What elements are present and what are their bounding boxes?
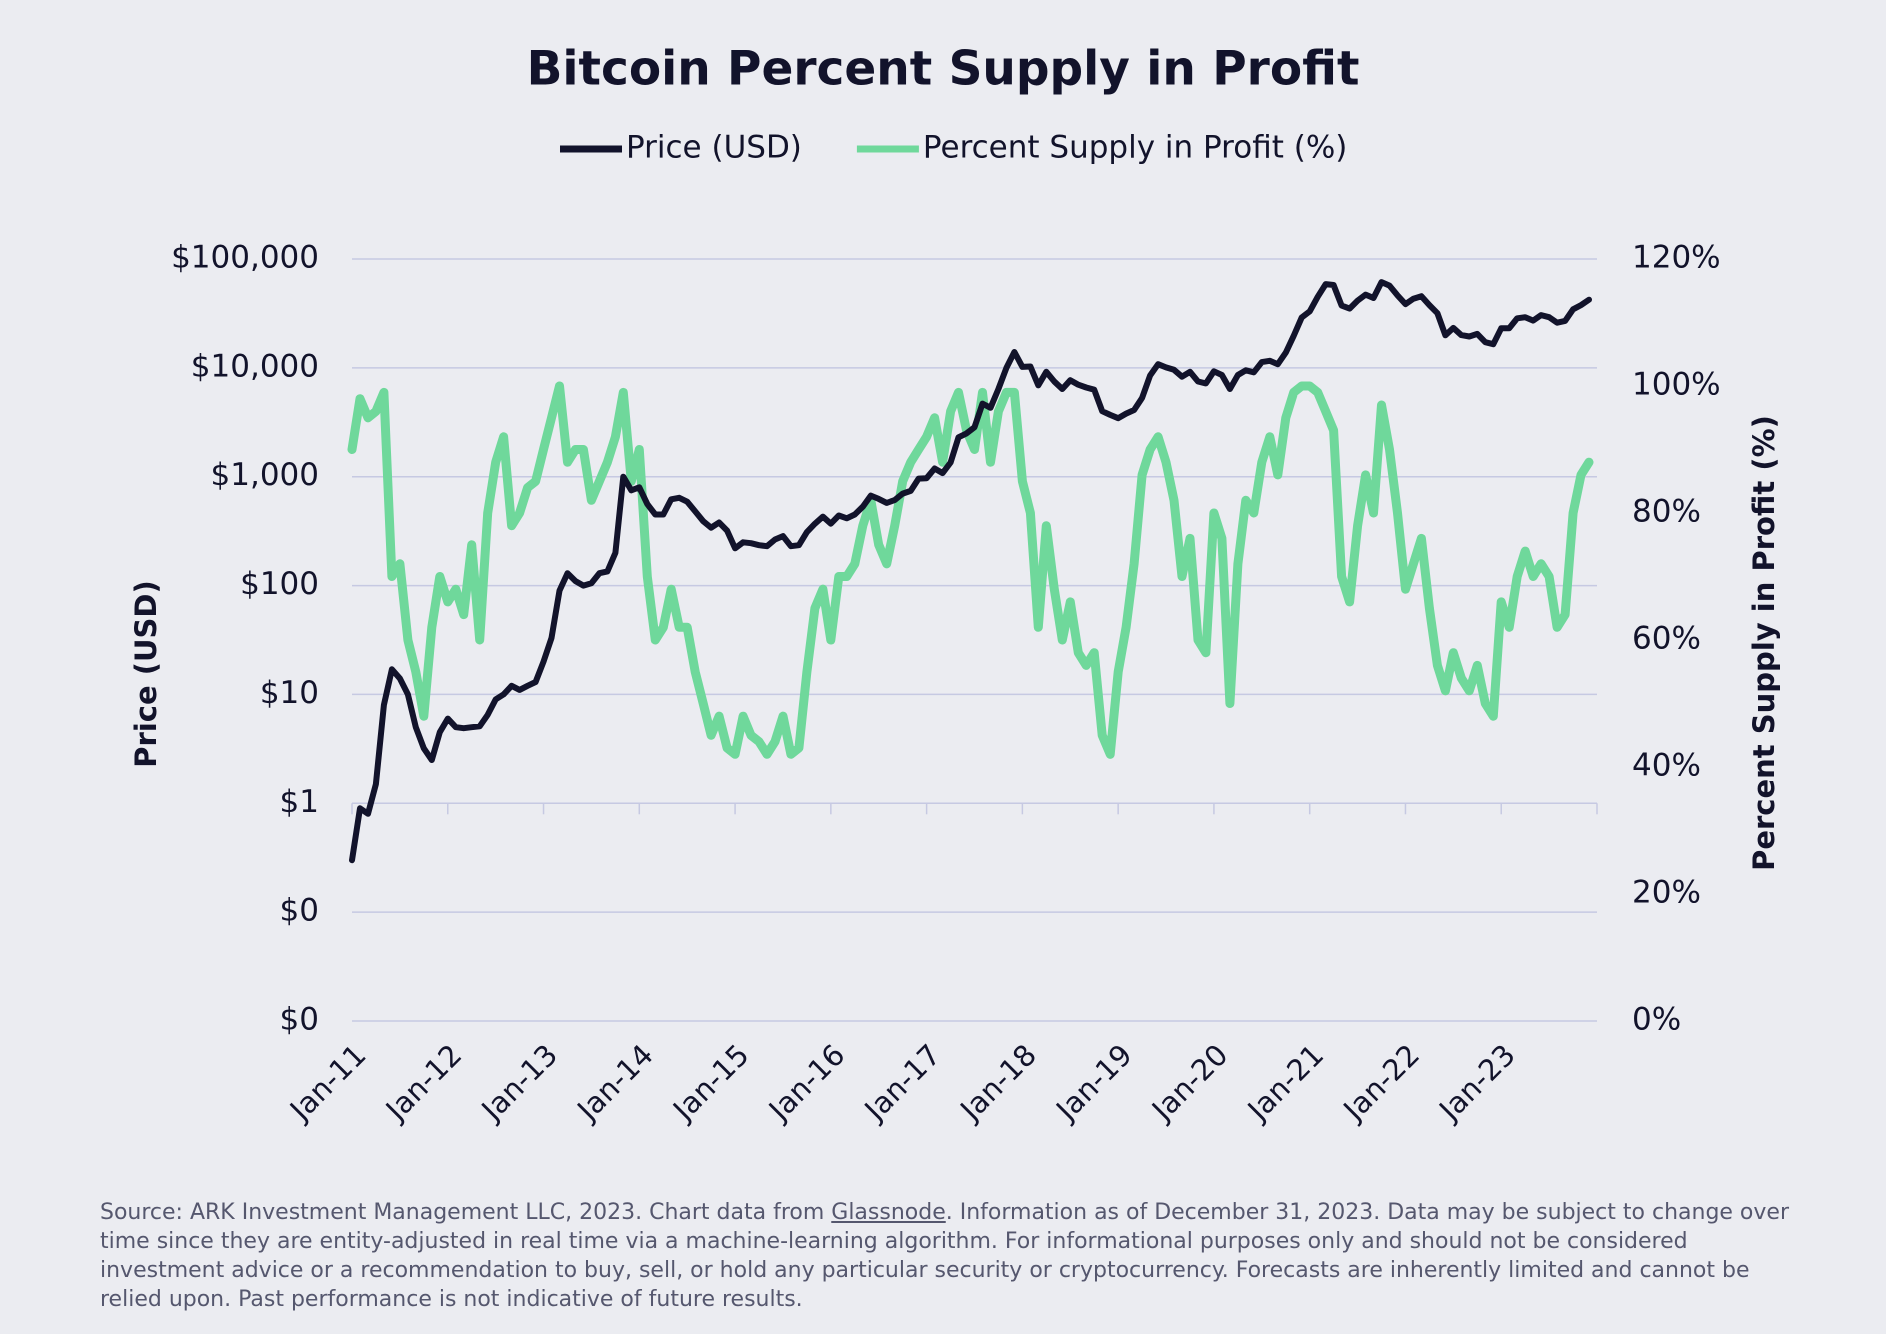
x-tick-label: Jan-19 xyxy=(1048,1038,1139,1129)
x-tick-label: Jan-23 xyxy=(1431,1038,1522,1129)
y2-axis-title: Percent Supply in Profit (%) xyxy=(1747,415,1781,871)
x-tick-label: Jan-11 xyxy=(282,1038,373,1129)
y-tick-label: $1,000 xyxy=(211,457,319,493)
x-tick-label: Jan-15 xyxy=(665,1038,756,1129)
series-line xyxy=(347,381,1594,759)
x-tick-label: Jan-16 xyxy=(761,1038,852,1129)
x-tick-label: Jan-12 xyxy=(378,1038,469,1129)
x-tick-label: Jan-22 xyxy=(1336,1038,1427,1129)
y2-tick-label: 60% xyxy=(1632,621,1701,657)
y-tick-label: $1 xyxy=(280,784,319,820)
y-tick-label: $100,000 xyxy=(171,240,319,276)
source-note: Source: ARK Investment Management LLC, 2… xyxy=(100,1198,1790,1314)
series-line xyxy=(349,279,1592,864)
chart-title: Bitcoin Percent Supply in Profit xyxy=(527,42,1360,97)
x-tick-label: Jan-18 xyxy=(952,1038,1043,1129)
x-tick-label: Jan-21 xyxy=(1240,1038,1331,1129)
source-text: . Information as of December 31, 2023. D… xyxy=(100,1200,1789,1312)
y2-tick-label: 40% xyxy=(1632,748,1701,784)
y-axis-title: Price (USD) xyxy=(129,580,163,767)
y2-tick-label: 100% xyxy=(1632,367,1721,403)
y-tick-label: $10,000 xyxy=(191,348,319,384)
y2-tick-label: 120% xyxy=(1632,240,1721,276)
source-link[interactable]: Glassnode xyxy=(831,1200,946,1225)
y-tick-label: $0 xyxy=(280,1002,319,1038)
x-tick-label: Jan-13 xyxy=(474,1038,565,1129)
y2-tick-label: 20% xyxy=(1632,875,1701,911)
y2-tick-label: 80% xyxy=(1632,494,1701,530)
x-tick-label: Jan-17 xyxy=(857,1038,948,1129)
legend-label: Percent Supply in Profit (%) xyxy=(923,130,1347,166)
x-tick-label: Jan-20 xyxy=(1144,1038,1235,1129)
x-tick-label: Jan-14 xyxy=(569,1038,660,1129)
y-tick-label: $10 xyxy=(260,675,319,711)
y-tick-label: $100 xyxy=(240,566,319,602)
chart: Bitcoin Percent Supply in Profit Price (… xyxy=(129,42,1781,1129)
y-tick-label: $0 xyxy=(280,893,319,929)
legend-label: Price (USD) xyxy=(626,130,802,166)
source-text: Source: ARK Investment Management LLC, 2… xyxy=(100,1200,832,1225)
y2-tick-label: 0% xyxy=(1632,1002,1681,1038)
